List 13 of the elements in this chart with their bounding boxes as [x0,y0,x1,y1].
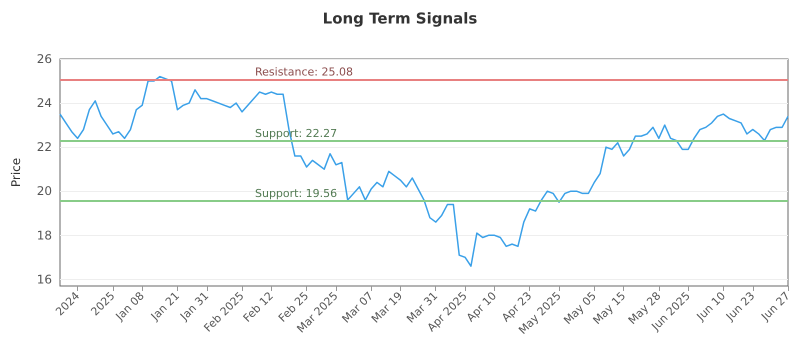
y-axis-title: Price [9,158,23,188]
y-tick-label: 18 [36,228,52,242]
ref-line-label: Resistance: 25.08 [255,65,353,78]
y-tick-label: 20 [36,184,52,198]
y-tick-label: 24 [36,96,52,110]
line-series [59,76,789,267]
x-tick-label: Jan 08 [112,289,147,324]
y-tick-label: 16 [36,272,52,286]
ref-line-label: Support: 19.56 [255,186,338,200]
chart-title: Long Term Signals [322,10,478,28]
x-tick-label: Jun 27 [758,289,793,324]
y-tick-label: 22 [36,140,52,154]
y-tick-label: 26 [36,52,52,66]
